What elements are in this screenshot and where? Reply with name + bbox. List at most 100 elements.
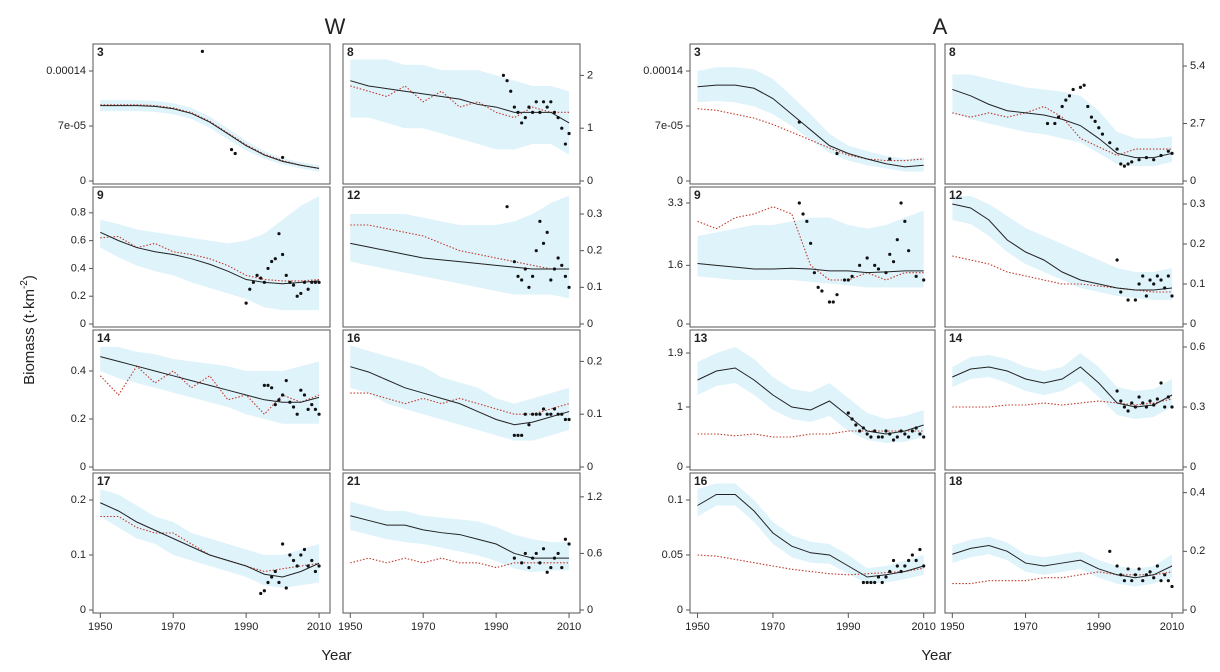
observation-point	[512, 556, 516, 560]
uncertainty-band	[697, 347, 924, 443]
observation-point	[563, 537, 568, 541]
y-tick-label: 0.1	[668, 494, 683, 506]
observation-point	[1148, 278, 1152, 282]
panel-frame	[689, 186, 936, 328]
observation-point	[1159, 153, 1163, 158]
observation-point	[563, 274, 568, 278]
y-tick-label: 0	[587, 318, 593, 330]
observation-point	[567, 131, 571, 136]
observation-point	[284, 586, 288, 590]
y-tick-label: 0	[80, 461, 86, 473]
panel-label: 9	[97, 188, 104, 202]
observation-point	[1056, 115, 1061, 119]
observation-point	[820, 289, 824, 293]
observation-point	[895, 435, 899, 439]
observation-point	[501, 73, 506, 77]
observation-point	[277, 398, 281, 402]
y-tick-label: 0	[677, 461, 683, 473]
panel-label: 14	[949, 331, 963, 345]
observation-point	[1130, 579, 1134, 583]
observation-point	[876, 575, 881, 579]
observation-point	[899, 201, 903, 205]
observation-point	[560, 263, 564, 267]
observation-point	[914, 426, 918, 430]
observation-point	[538, 110, 542, 114]
y-tick-label: 0.2	[71, 413, 86, 425]
observation-point	[273, 569, 277, 574]
observation-point	[534, 551, 538, 556]
x-tick-label: 1950	[338, 621, 362, 633]
observation-point	[288, 400, 292, 404]
observation-point	[291, 558, 296, 563]
observation-point	[545, 412, 549, 416]
plot-area	[952, 74, 1174, 168]
observation-point	[858, 263, 862, 267]
observation-point	[1141, 579, 1145, 583]
observation-point	[545, 570, 549, 574]
uncertainty-band	[697, 67, 924, 172]
y-tick-label: 0	[1190, 175, 1196, 187]
observation-point	[884, 429, 888, 433]
y-tick-label: 0.3	[1190, 401, 1205, 413]
observation-point	[1133, 405, 1137, 409]
observation-point	[1170, 405, 1174, 409]
x-tick-label: 1970	[411, 621, 435, 633]
y-tick-label: 0	[1190, 604, 1196, 616]
uncertainty-band	[952, 353, 1173, 419]
reference-line	[952, 105, 1173, 157]
observation-point	[1045, 121, 1050, 126]
observation-point	[281, 155, 285, 160]
plot-area	[100, 196, 321, 311]
observation-point	[200, 49, 204, 53]
y-tick-label: 0	[1190, 318, 1196, 330]
x-tick-label: 1990	[484, 621, 508, 633]
group-title: A	[933, 14, 948, 39]
y-tick-label: 0.2	[1190, 545, 1205, 557]
observation-point	[914, 274, 918, 278]
panel: 18 0 0.2 0.4 1950 1970 1990 2010	[940, 472, 1205, 633]
plot-area	[99, 347, 321, 424]
observation-point	[545, 105, 549, 109]
uncertainty-band	[952, 536, 1173, 587]
observation-point	[1137, 567, 1141, 571]
observation-point	[903, 564, 907, 568]
y-tick-label: 0	[677, 175, 683, 187]
observation-point	[541, 547, 546, 551]
observation-point	[1148, 399, 1152, 403]
observation-point	[835, 293, 839, 297]
observation-point	[891, 438, 896, 442]
observation-point	[1060, 104, 1064, 109]
observation-point	[858, 429, 862, 433]
observation-point	[907, 249, 911, 253]
observation-point	[891, 558, 896, 563]
observation-point	[816, 285, 820, 289]
observation-point	[295, 294, 299, 298]
reference-line	[952, 255, 1173, 293]
observation-point	[1152, 158, 1156, 162]
observation-point	[306, 287, 310, 291]
y-tick-label: 0.2	[587, 245, 602, 257]
observation-point	[556, 256, 560, 260]
observation-point	[277, 232, 281, 236]
panel: 16 0 0.1 0.2	[342, 329, 602, 473]
observation-point	[1071, 87, 1075, 92]
observation-point	[556, 412, 560, 416]
observation-point	[527, 105, 531, 109]
observation-point	[310, 558, 314, 563]
observation-point	[288, 553, 292, 557]
observation-point	[291, 405, 296, 409]
x-axis-title: Year	[921, 647, 951, 664]
observation-point	[552, 110, 557, 114]
observation-point	[1152, 282, 1156, 286]
observation-point	[865, 580, 869, 585]
uncertainty-band	[350, 501, 570, 573]
observation-point	[270, 575, 274, 579]
observation-point	[827, 300, 832, 304]
y-tick-label: 0.2	[71, 290, 86, 302]
x-tick-label: 1990	[1087, 621, 1111, 633]
panel: 16 0 0.05 0.1 1950 1970 1990 2010	[662, 472, 936, 633]
observation-point	[299, 553, 303, 557]
observation-point	[1119, 573, 1123, 577]
uncertainty-band	[697, 483, 924, 584]
observation-point	[850, 417, 854, 421]
